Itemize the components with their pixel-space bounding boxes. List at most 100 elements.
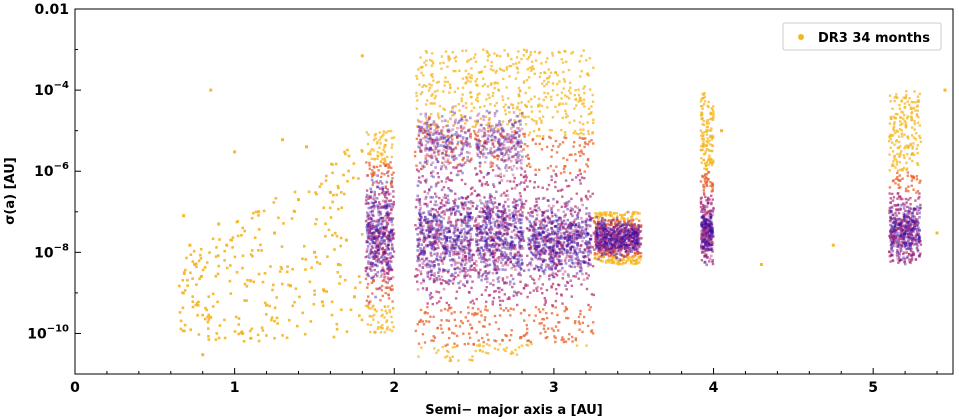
data-point [428, 230, 431, 233]
data-point [440, 327, 443, 330]
data-point [566, 250, 570, 254]
data-point [444, 146, 447, 149]
data-point [451, 224, 455, 227]
data-point [582, 102, 585, 105]
data-point [475, 143, 479, 147]
data-point [435, 258, 439, 261]
data-point [455, 234, 459, 237]
data-point [552, 247, 555, 250]
data-point [581, 272, 584, 276]
data-point [501, 136, 504, 139]
data-point [537, 230, 540, 234]
data-point [586, 165, 590, 168]
data-point [461, 249, 465, 252]
data-point [503, 191, 506, 194]
data-point [635, 258, 639, 262]
data-point [480, 236, 484, 239]
data-point [584, 229, 587, 232]
data-point [506, 133, 509, 136]
data-point [475, 217, 478, 220]
data-point [379, 160, 383, 163]
data-point [381, 327, 384, 330]
data-point [382, 193, 386, 196]
data-point [415, 168, 419, 171]
data-point [589, 251, 592, 255]
data-point [501, 151, 504, 155]
data-point [483, 104, 486, 108]
data-point [500, 224, 504, 227]
data-point [384, 206, 387, 209]
data-point [564, 340, 568, 343]
data-point [522, 287, 526, 290]
data-point [593, 221, 596, 224]
data-point [428, 227, 432, 230]
data-point [366, 215, 370, 219]
data-point [429, 297, 432, 300]
data-point [636, 211, 639, 214]
data-point [420, 250, 423, 254]
data-point [475, 233, 479, 237]
data-point [575, 253, 578, 256]
data-point [532, 319, 536, 322]
data-point [520, 57, 523, 61]
data-point [496, 213, 500, 217]
data-point [564, 222, 567, 226]
data-point [487, 118, 491, 122]
data-point [591, 192, 594, 195]
data-point [592, 231, 595, 234]
data-point [577, 88, 580, 91]
data-point [427, 222, 430, 226]
data-point [442, 163, 446, 167]
data-point [588, 88, 592, 91]
data-point [500, 135, 503, 138]
data-point [618, 241, 621, 244]
data-point [378, 230, 381, 234]
data-point [381, 217, 384, 220]
data-point [460, 269, 464, 273]
data-point [466, 239, 470, 243]
data-point [538, 168, 541, 171]
data-point [498, 139, 501, 142]
data-point [381, 266, 385, 269]
data-point [572, 241, 576, 244]
data-point [435, 158, 439, 161]
data-point [370, 245, 374, 248]
data-point [626, 241, 629, 244]
data-point [522, 132, 525, 136]
data-point [468, 332, 471, 335]
data-point [368, 164, 371, 167]
data-point [441, 279, 444, 282]
data-point [556, 257, 559, 261]
data-point [447, 350, 450, 354]
data-point [390, 179, 394, 183]
data-point [527, 211, 530, 215]
data-point [506, 231, 509, 235]
data-point [366, 266, 369, 269]
data-point [522, 334, 526, 337]
data-point [385, 320, 388, 324]
data-point [476, 121, 479, 124]
data-point [565, 201, 569, 204]
data-point [383, 252, 387, 255]
data-point [582, 49, 585, 52]
data-point [494, 233, 498, 236]
data-point [489, 282, 492, 285]
data-point [446, 343, 449, 346]
data-point [625, 223, 628, 227]
data-point [380, 308, 384, 312]
data-point [470, 218, 473, 221]
data-point [381, 246, 385, 250]
data-point [476, 214, 480, 218]
data-point [513, 119, 516, 122]
data-point [485, 207, 489, 210]
data-point [581, 228, 584, 232]
data-point [569, 251, 572, 254]
data-point [517, 94, 521, 98]
data-point [370, 227, 373, 230]
data-point [625, 225, 628, 228]
data-point [548, 233, 552, 236]
data-point [587, 74, 590, 77]
data-point [482, 152, 486, 155]
data-point [386, 276, 389, 279]
data-point [613, 235, 617, 238]
